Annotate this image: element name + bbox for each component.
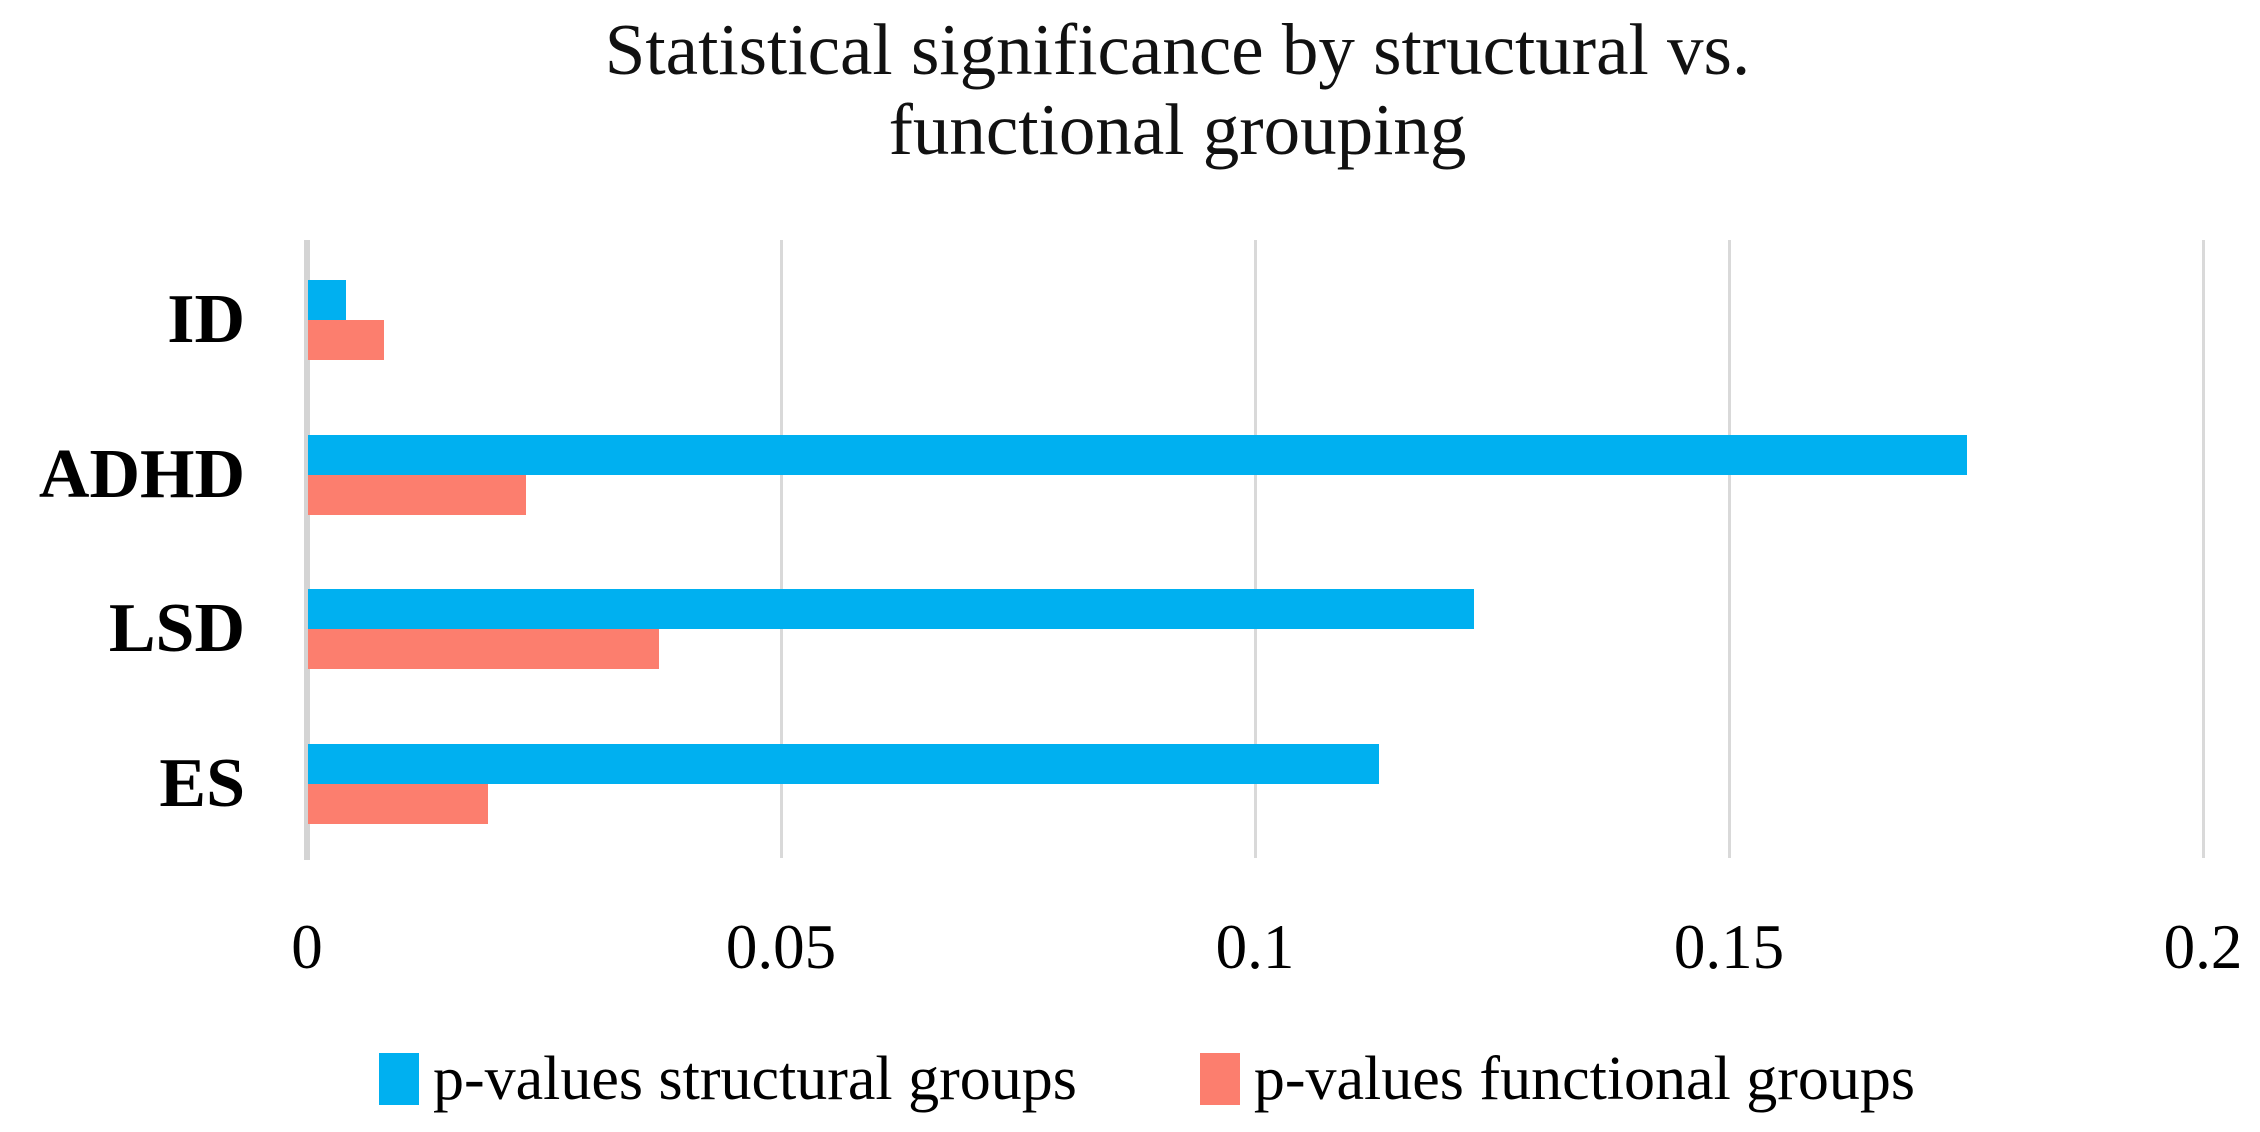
x-tick-label: 0.15 — [1673, 912, 1785, 982]
gridline-0.2 — [2201, 240, 2205, 858]
bar-structural-adhd — [308, 434, 1967, 475]
bar-functional-adhd — [308, 474, 527, 515]
legend-label-functional: p-values functional groups — [1253, 1045, 1916, 1113]
legend-item-functional: p-values functional groups — [1199, 1045, 1916, 1113]
chart-title: Statistical significance by structural v… — [95, 10, 2260, 170]
legend-swatch-functional — [1199, 1053, 1240, 1105]
legend-item-structural: p-values structural groups — [378, 1045, 1077, 1113]
legend-label-structural: p-values structural groups — [432, 1045, 1077, 1113]
category-label-id: ID — [167, 281, 245, 359]
bar-structural-id — [308, 280, 346, 321]
x-tick-label: 0.2 — [2163, 912, 2243, 982]
x-tick-label: 0.1 — [1215, 912, 1295, 982]
category-label-adhd: ADHD — [38, 435, 245, 513]
category-label-es: ES — [159, 744, 245, 822]
gridline-0.05 — [779, 240, 783, 858]
bar-functional-lsd — [308, 629, 659, 670]
chart-title-line2: functional grouping — [888, 89, 1467, 170]
x-tick-label: 0.05 — [725, 912, 837, 982]
gridline-0.1 — [1253, 240, 1257, 858]
bar-structural-lsd — [308, 589, 1475, 630]
legend-swatch-structural — [378, 1053, 419, 1105]
bar-functional-es — [308, 783, 489, 824]
chart-title-line1: Statistical significance by structural v… — [604, 9, 1751, 90]
bar-functional-id — [308, 320, 384, 361]
y-axis-line — [304, 240, 310, 860]
gridline-0.15 — [1727, 240, 1731, 858]
bar-structural-es — [308, 743, 1380, 784]
category-label-lsd: LSD — [108, 590, 245, 668]
legend: p-values structural groups p-values func… — [17, 1046, 2260, 1112]
x-tick-label: 0 — [291, 912, 323, 982]
